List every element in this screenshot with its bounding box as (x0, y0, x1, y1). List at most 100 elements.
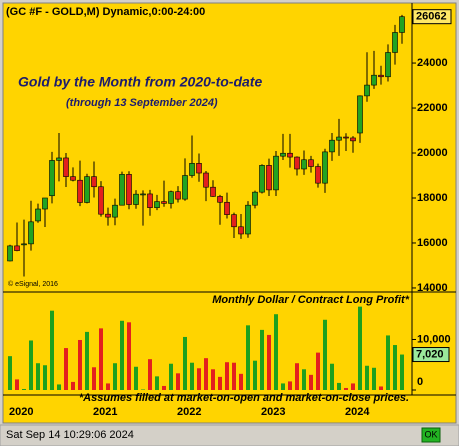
y-tick-label: 22000 (417, 102, 448, 114)
profit-bar (288, 381, 292, 390)
profit-bar (155, 376, 159, 390)
profit-bar (43, 365, 47, 390)
ok-button[interactable] (421, 427, 441, 443)
profit-bar (372, 367, 376, 390)
profit-bar (78, 339, 82, 390)
profit-bar (148, 359, 152, 390)
candle-body (140, 193, 146, 196)
candle-body (259, 165, 265, 193)
profit-bar (344, 387, 348, 390)
x-tick-label: 2024 (345, 406, 370, 418)
profit-bar (281, 383, 285, 390)
y-tick-label: 18000 (417, 192, 448, 204)
candle-body (245, 204, 251, 235)
profit-bar (239, 373, 243, 390)
candle-body (189, 163, 195, 176)
candle-body (252, 191, 258, 206)
candle-body (168, 191, 174, 204)
profit-bar (386, 335, 390, 390)
status-bar (0, 424, 459, 446)
profit-bar (15, 379, 19, 390)
candle-body (273, 155, 279, 191)
candle-body (147, 193, 153, 208)
candle-body (336, 136, 342, 141)
candle-body (56, 157, 62, 161)
profit-bar (162, 385, 166, 390)
candle-body (322, 151, 328, 184)
last-price-box (412, 9, 452, 25)
profit-bar (22, 388, 26, 390)
candle-body (308, 159, 314, 167)
profit-bar (204, 358, 208, 390)
y-tick-label: 14000 (417, 282, 448, 294)
candle-body (77, 179, 83, 203)
candle-body (49, 160, 55, 197)
chart-header: (GC #F - GOLD,M) Dynamic,0:00-24:00 (6, 6, 205, 18)
candle-body (119, 174, 125, 206)
profit-bar (197, 368, 201, 390)
last-price-label: 26062 (416, 11, 447, 23)
profit-bar (71, 381, 75, 390)
profit-bar (379, 386, 383, 390)
candle-body (63, 157, 69, 177)
candle-body (371, 74, 377, 86)
candle-body (91, 176, 97, 188)
profit-bar (120, 320, 124, 390)
profit-bar (351, 383, 355, 390)
candle-body (84, 176, 90, 203)
x-tick-label: 2022 (177, 406, 201, 418)
candle-body (98, 186, 104, 215)
x-tick-label: 2023 (261, 406, 285, 418)
candle-body (175, 191, 181, 200)
profit-bar (190, 362, 194, 390)
candle-body (392, 32, 398, 53)
candle-body (294, 156, 300, 170)
candle-body (266, 165, 272, 191)
value-label-box (412, 347, 450, 363)
y-tick-label: 20000 (417, 147, 448, 159)
candle-body (112, 204, 118, 218)
profit-bar (218, 376, 222, 390)
profit-bar (85, 331, 89, 390)
candle-body (399, 16, 405, 33)
profit-bar (134, 366, 138, 390)
profit-bar (183, 336, 187, 390)
candle-body (196, 163, 202, 174)
candle-body (224, 201, 230, 215)
chart-subtitle: (through 13 September 2024) (66, 97, 218, 109)
profit-bar (106, 383, 110, 390)
candle-body (14, 245, 20, 251)
profit-bar (246, 325, 250, 390)
candle-body (35, 208, 41, 222)
candle-body (280, 152, 286, 157)
profit-bar (29, 340, 33, 390)
candle-body (133, 193, 139, 205)
profit-bar (169, 363, 173, 390)
y-tick-label: 10,000 (417, 333, 451, 345)
footnote: *Assumes filled at market-on-open and ma… (79, 392, 409, 404)
profit-bar (267, 334, 271, 390)
value-label: 7,020 (416, 348, 444, 360)
candle-body (105, 213, 111, 218)
candle-body (385, 52, 391, 78)
profit-bar (274, 314, 278, 390)
candle-body (364, 84, 370, 97)
ok-label[interactable]: OK (424, 429, 437, 439)
panel-title: Monthly Dollar / Contract Long Profit* (212, 294, 409, 306)
profit-bar (337, 382, 341, 390)
candle-body (70, 176, 76, 181)
candle-body (161, 201, 167, 204)
candle-body (301, 159, 307, 170)
candle-body (7, 245, 13, 262)
x-tick-label: 2021 (93, 406, 117, 418)
x-tick-label: 2020 (9, 406, 33, 418)
candle-body (378, 74, 384, 78)
profit-bar (330, 363, 334, 390)
profit-bar (309, 374, 313, 390)
candle-body (231, 214, 237, 228)
candle-body (182, 175, 188, 200)
candle-body (329, 139, 335, 153)
profit-bar (232, 362, 236, 390)
profit-bar (302, 369, 306, 390)
